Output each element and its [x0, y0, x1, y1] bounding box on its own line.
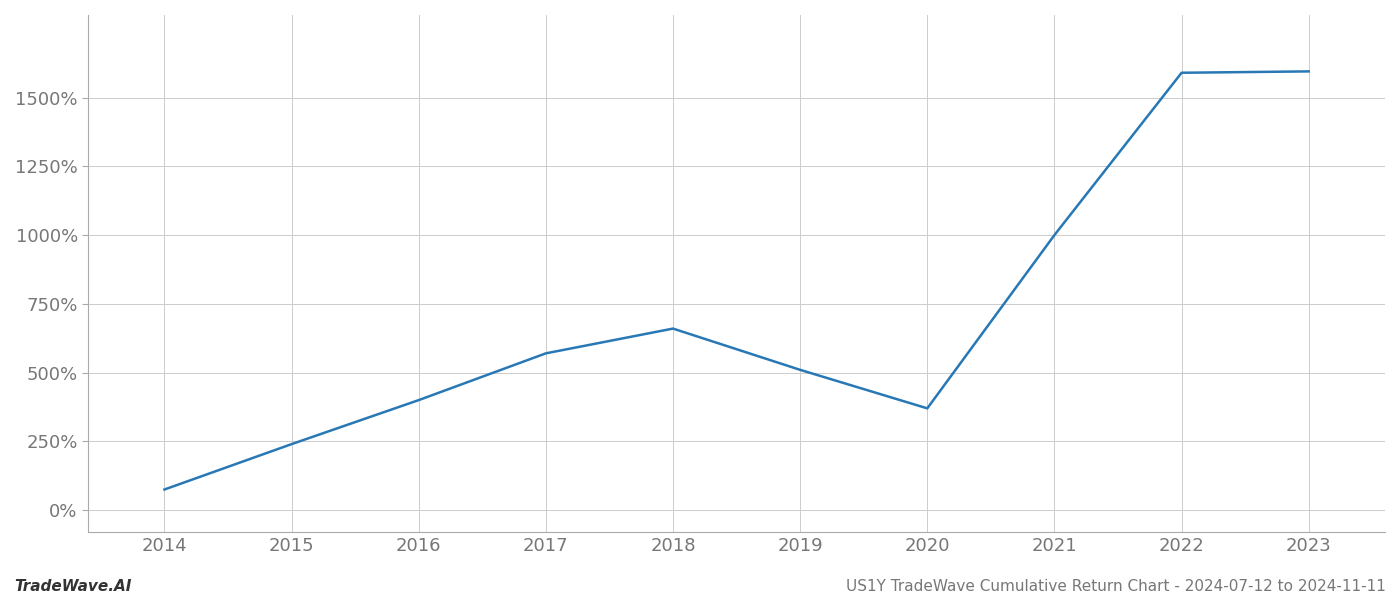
Text: US1Y TradeWave Cumulative Return Chart - 2024-07-12 to 2024-11-11: US1Y TradeWave Cumulative Return Chart -… [846, 579, 1386, 594]
Text: TradeWave.AI: TradeWave.AI [14, 579, 132, 594]
